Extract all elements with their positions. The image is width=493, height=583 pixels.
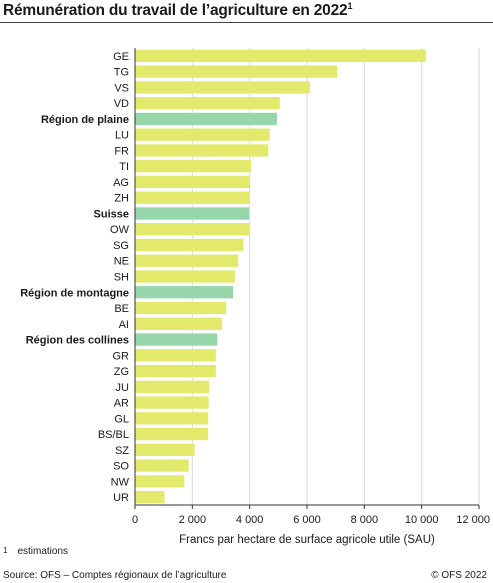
footnote-mark: 1 bbox=[3, 546, 8, 555]
bar bbox=[135, 207, 250, 220]
category-label: Région de plaine bbox=[41, 114, 129, 126]
bar bbox=[135, 49, 426, 63]
source-text: Source: OFS – Comptes régionaux de l’agr… bbox=[3, 570, 227, 581]
bar bbox=[135, 443, 195, 456]
category-label: SH bbox=[114, 272, 129, 284]
bar bbox=[135, 317, 222, 330]
category-label: FR bbox=[114, 145, 129, 157]
category-label: TI bbox=[119, 161, 129, 173]
category-label: AR bbox=[114, 398, 129, 410]
category-label: ZH bbox=[114, 193, 129, 205]
category-label: BS/BL bbox=[98, 429, 129, 441]
bar bbox=[135, 191, 250, 204]
x-tick-label: 4 000 bbox=[236, 514, 264, 526]
x-tick-label: 6 000 bbox=[293, 514, 321, 526]
bar bbox=[135, 286, 234, 299]
category-label: GE bbox=[113, 51, 129, 63]
category-label: TG bbox=[114, 67, 129, 79]
category-label: BE bbox=[114, 303, 129, 315]
category-label: VD bbox=[114, 98, 129, 110]
category-label: AG bbox=[113, 177, 129, 189]
bar bbox=[135, 97, 280, 110]
category-label: JU bbox=[116, 382, 130, 394]
bar bbox=[135, 128, 270, 141]
category-label: OW bbox=[110, 224, 130, 236]
footnote-text: estimations bbox=[17, 546, 69, 557]
category-label: NE bbox=[114, 256, 129, 268]
bar bbox=[135, 144, 269, 157]
category-label: SO bbox=[113, 461, 129, 473]
chart-title: Rémunération du travail de l’agriculture… bbox=[3, 1, 352, 20]
category-label: ZG bbox=[114, 366, 129, 378]
title-text: Rémunération du travail de l’agriculture… bbox=[3, 2, 348, 20]
bar bbox=[135, 427, 209, 441]
bar bbox=[135, 301, 227, 315]
x-tick-label: 10 000 bbox=[405, 514, 439, 526]
category-label: GR bbox=[113, 350, 130, 362]
bar bbox=[135, 475, 185, 488]
category-label: NW bbox=[111, 476, 130, 488]
bar bbox=[135, 112, 277, 126]
bar bbox=[135, 349, 216, 362]
x-tick-label: 12 000 bbox=[456, 514, 490, 526]
category-label: SG bbox=[113, 240, 129, 252]
category-label: LU bbox=[115, 130, 129, 142]
bar bbox=[135, 223, 250, 236]
bar bbox=[135, 380, 209, 393]
category-label: Région des collines bbox=[26, 335, 129, 347]
bar bbox=[135, 412, 209, 425]
category-label: Suisse bbox=[94, 208, 129, 220]
category-label: SZ bbox=[115, 445, 129, 457]
bar-chart: GE TG VS VD Région de plaine LU FR TI AG ZH Suisse… bbox=[20, 48, 490, 546]
bar bbox=[135, 81, 310, 94]
bar bbox=[135, 333, 218, 346]
copyright-text: © OFS 2022 bbox=[431, 570, 487, 581]
bar bbox=[135, 160, 252, 173]
x-tick-label: 2 000 bbox=[179, 514, 207, 526]
bar bbox=[135, 364, 216, 378]
category-label: VS bbox=[114, 82, 129, 94]
bar bbox=[135, 459, 189, 472]
x-tick-label: 0 bbox=[132, 514, 138, 526]
bar bbox=[135, 396, 209, 409]
bar bbox=[135, 65, 338, 78]
category-label: GL bbox=[114, 413, 129, 425]
bar bbox=[135, 254, 239, 267]
category-label: UR bbox=[113, 492, 129, 504]
bar bbox=[135, 490, 165, 504]
x-tick-label: 8 000 bbox=[351, 514, 379, 526]
bar bbox=[135, 270, 235, 283]
title-footnote-mark: 1 bbox=[347, 1, 353, 11]
footnote: 1 estimations bbox=[3, 546, 68, 557]
bar bbox=[135, 238, 244, 252]
title-rule bbox=[0, 22, 493, 23]
bar bbox=[135, 175, 250, 189]
category-label: AI bbox=[119, 319, 129, 331]
x-axis-title: Francs par hectare de surface agricole u… bbox=[179, 534, 435, 546]
category-label: Région de montagne bbox=[20, 287, 129, 299]
